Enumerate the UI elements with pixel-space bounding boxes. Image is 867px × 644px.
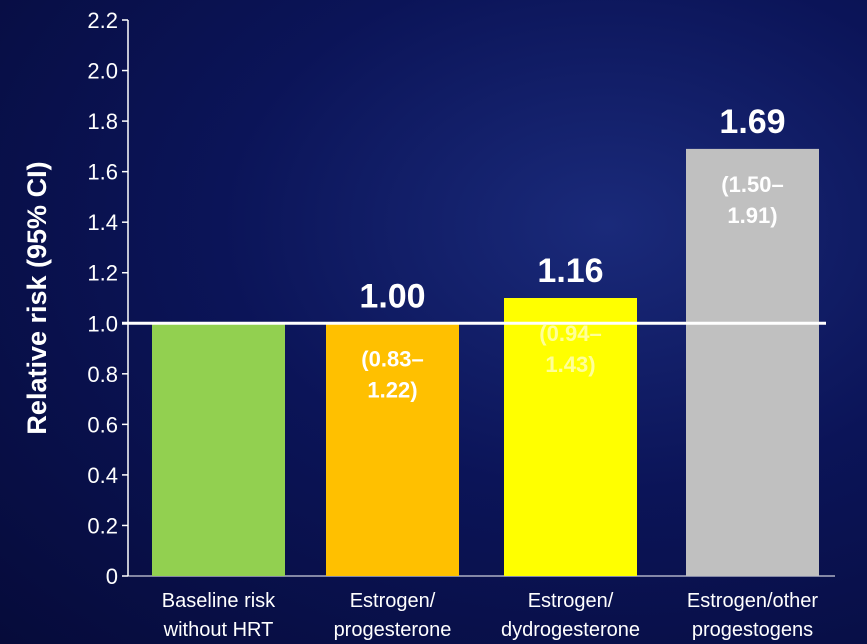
bar-value-label: 1.69 [719,103,785,141]
bar-ci-label: (1.50– [721,172,783,197]
bar-3 [504,298,637,576]
category-label: Estrogen/other [687,590,819,612]
y-tick-label: 1.8 [87,109,118,134]
y-tick-label: 0.2 [87,513,118,538]
y-tick-label: 1.4 [87,210,118,235]
bar-4 [686,148,819,576]
bar-value-label: 1.00 [359,277,425,315]
y-tick-label: 0.6 [87,412,118,437]
y-tick-label: 0.8 [87,362,118,387]
y-tick-label: 1.0 [87,311,118,336]
bar-ci-label: 1.22) [367,377,417,402]
y-tick-label: 2.0 [87,59,118,84]
bar-ci-label: 1.91) [727,203,777,228]
y-tick-label: 0.4 [87,463,118,488]
bar-ci-label: 1.43) [545,352,595,377]
bar-value-label: 1.16 [537,252,603,290]
category-label: progestogens [692,619,813,641]
category-label: Baseline risk [162,590,276,612]
bar-2 [326,323,459,576]
category-label: Estrogen/ [528,590,614,612]
bar-layer [152,148,819,576]
y-tick-label: 1.6 [87,160,118,185]
category-label: without HRT [163,619,274,641]
category-label: dydrogesterone [501,619,640,641]
bar-1 [152,323,285,576]
label-layer: 1.00 1.16 1.69 (0.83– 1.22) (0.94– 1.43) (1.50–… [122,103,826,641]
y-tick-label: 1.2 [87,261,118,286]
y-tick-label: 0 [106,564,118,589]
category-label: progesterone [334,619,452,641]
axis-layer: 0 0.2 0.4 0.6 0.8 1.0 1.2 1.4 1.6 1.8 2.0 2.2 Relati… [22,8,835,589]
category-label: Estrogen/ [350,590,436,612]
y-tick-label: 2.2 [87,8,118,33]
bar-ci-label: (0.83– [361,346,423,371]
bar-ci-label: (0.94– [539,321,601,346]
y-axis-title: Relative risk (95% CI) [22,161,52,434]
